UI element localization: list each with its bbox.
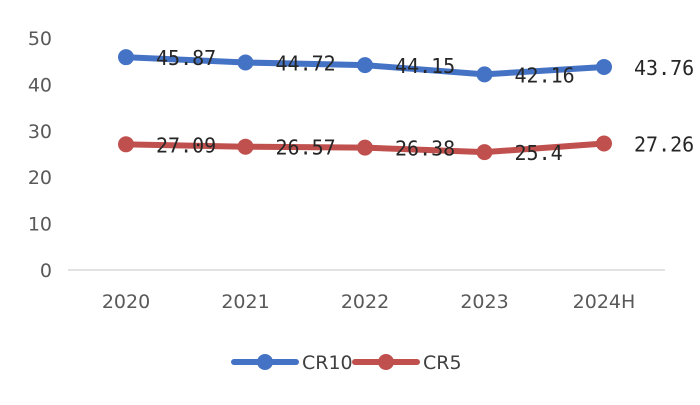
legend-label-cr5: CR5 <box>423 352 462 374</box>
y-tick-label: 50 <box>28 28 52 50</box>
x-tick-label: 2022 <box>341 291 389 313</box>
data-label-cr10: 42.16 <box>515 63 575 87</box>
data-label-cr5: 26.57 <box>276 136 336 160</box>
y-axis-ticks: 0 10 20 30 40 50 <box>28 28 52 282</box>
data-label-cr5: 26.38 <box>395 137 455 161</box>
data-point-cr5 <box>596 135 612 152</box>
data-point-cr5 <box>357 139 373 156</box>
data-label-cr5: 27.26 <box>634 133 694 157</box>
y-tick-label: 40 <box>28 74 52 96</box>
x-tick-label: 2024H <box>573 291 636 313</box>
y-tick-label: 10 <box>28 214 52 236</box>
data-label-cr10: 43.76 <box>634 56 694 80</box>
legend-label-cr10: CR10 <box>302 352 353 374</box>
data-label-cr10: 44.15 <box>395 54 455 78</box>
y-tick-label: 0 <box>40 260 52 282</box>
y-tick-label: 20 <box>28 167 52 189</box>
legend-marker-cr10 <box>257 354 273 370</box>
data-label-cr10: 44.72 <box>276 51 336 75</box>
y-tick-label: 30 <box>28 121 52 143</box>
data-label-cr5: 27.09 <box>156 133 216 157</box>
data-label-cr5: 25.4 <box>515 141 563 165</box>
data-point-cr10 <box>118 49 134 66</box>
legend-marker-cr5 <box>378 354 394 370</box>
data-labels: 45.87 44.72 44.15 42.16 43.76 27.09 26.57 26.38… <box>156 46 694 165</box>
x-tick-label: 2023 <box>460 291 508 313</box>
data-point-cr10 <box>357 57 373 74</box>
data-point-cr5 <box>118 136 134 153</box>
data-point-cr10 <box>476 66 493 83</box>
data-label-cr10: 45.87 <box>156 46 216 70</box>
x-axis-ticks: 2020 2021 2022 2023 2024H <box>102 291 636 313</box>
data-point-cr5 <box>237 138 254 155</box>
data-point-cr10 <box>596 58 612 75</box>
data-point-cr5 <box>476 144 493 161</box>
x-tick-label: 2021 <box>221 291 269 313</box>
series-points <box>118 49 612 161</box>
x-tick-label: 2020 <box>102 291 150 313</box>
legend: CR10 CR5 <box>231 352 462 374</box>
data-point-cr10 <box>237 54 254 71</box>
